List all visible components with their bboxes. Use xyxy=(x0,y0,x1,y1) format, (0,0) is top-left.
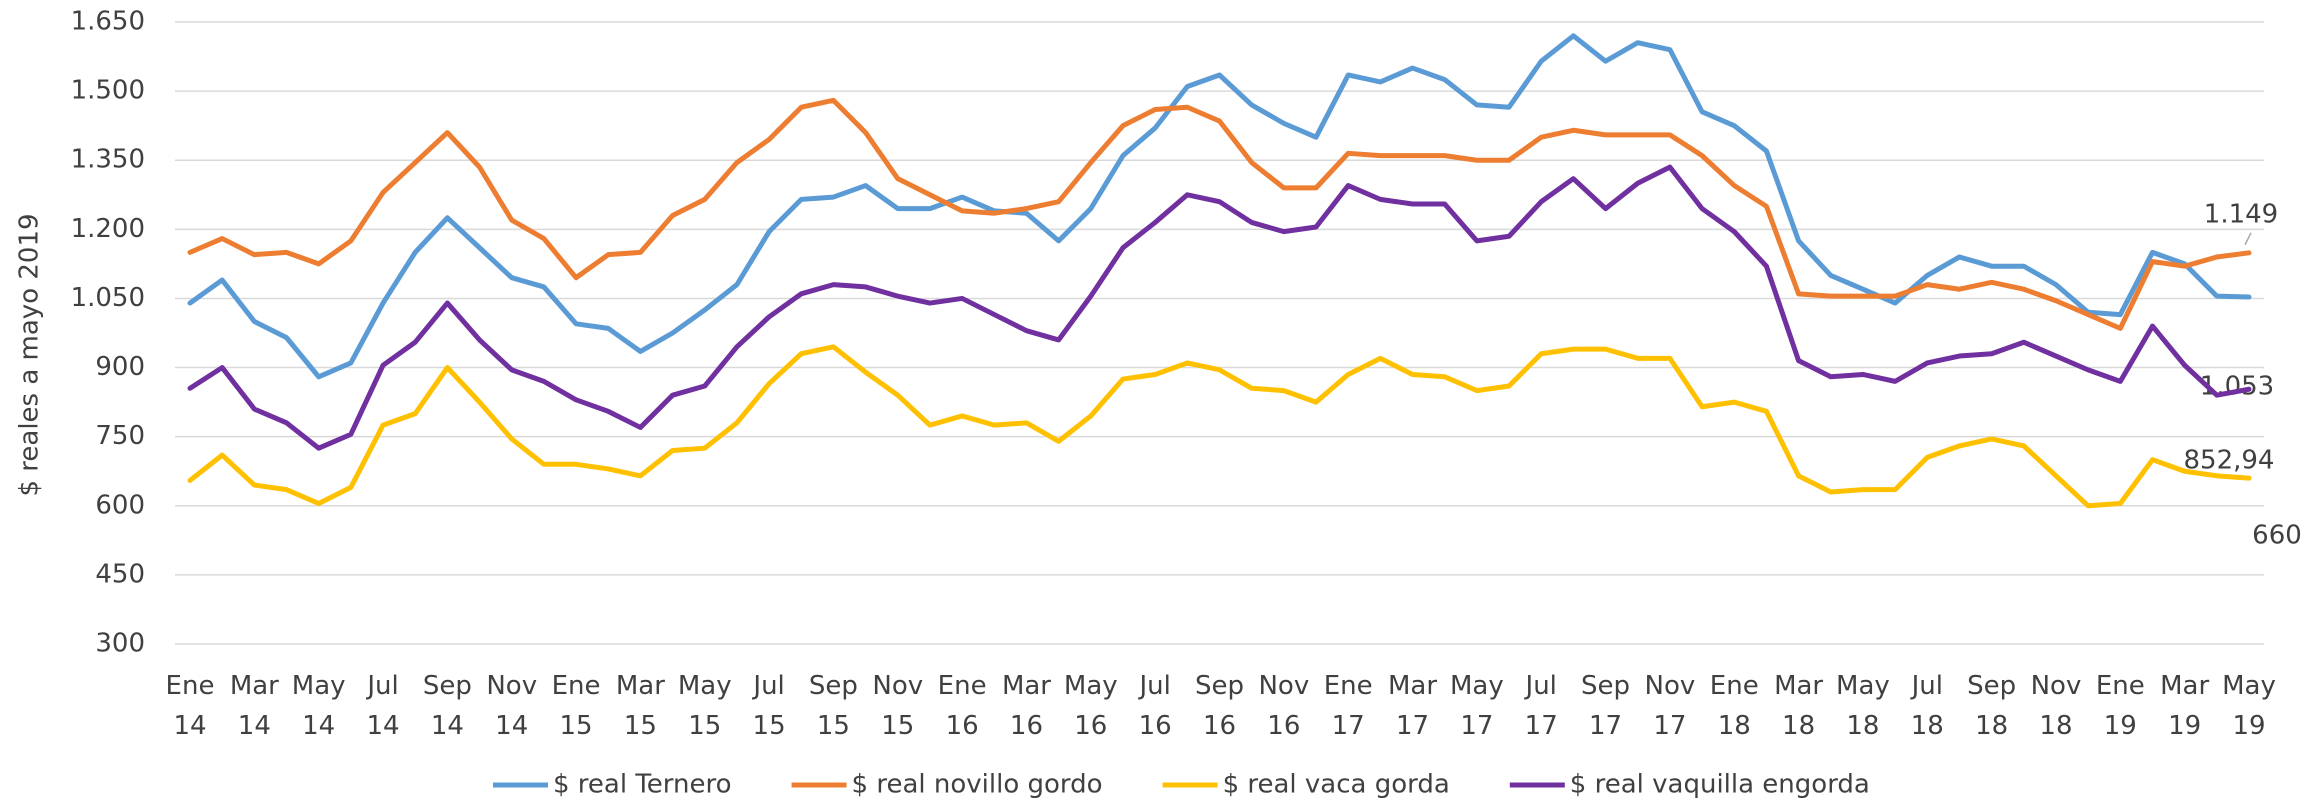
x-tick-label: Nov 16 xyxy=(1258,671,1309,741)
y-tick-label: 600 xyxy=(95,490,145,520)
x-tick-label: Sep 17 xyxy=(1581,671,1630,741)
data-label: 852,94 xyxy=(2184,446,2275,476)
x-tick-label: Ene 17 xyxy=(1324,671,1373,741)
x-tick-label: Jul 17 xyxy=(1524,671,1558,741)
x-tick-label: Nov 18 xyxy=(2031,671,2082,741)
x-tick-label: Jul 18 xyxy=(1910,671,1944,741)
x-tick-label: Mar 18 xyxy=(1774,671,1823,741)
data-label: 660 xyxy=(2252,521,2302,551)
y-tick-label: 1.650 xyxy=(71,7,145,37)
x-tick-label: Sep 16 xyxy=(1195,671,1244,741)
x-tick-label: Sep 18 xyxy=(1967,671,2016,741)
y-tick-label: 450 xyxy=(95,559,145,589)
data-label: 1.053 xyxy=(2200,372,2274,402)
y-tick-label: 750 xyxy=(95,421,145,451)
y-tick-label: 1.500 xyxy=(71,76,145,106)
data-label: 1.149 xyxy=(2204,199,2278,229)
x-tick-label: May 19 xyxy=(2222,671,2276,741)
x-tick-label: Mar 16 xyxy=(1002,671,1051,741)
x-tick-label: May 15 xyxy=(678,671,732,741)
x-tick-label: Nov 17 xyxy=(1645,671,1696,741)
x-tick-label: May 14 xyxy=(292,671,346,741)
series-line xyxy=(187,33,2252,380)
series-line xyxy=(187,97,2252,331)
x-tick-label: Ene 14 xyxy=(166,671,215,741)
x-tick-label: May 17 xyxy=(1450,671,1504,741)
x-tick-label: Ene 16 xyxy=(938,671,987,741)
legend-label: $ real Ternero xyxy=(553,770,732,800)
y-tick-label: 1.200 xyxy=(71,214,145,244)
series-line xyxy=(187,344,2252,509)
x-tick-label: Ene 19 xyxy=(2096,671,2145,741)
legend-label: $ real vaquilla engorda xyxy=(1570,770,1870,800)
x-tick-label: Ene 15 xyxy=(552,671,601,741)
x-tick-label: Ene 18 xyxy=(1710,671,1759,741)
y-tick-label: 1.350 xyxy=(71,145,145,175)
x-tick-label: May 18 xyxy=(1836,671,1890,741)
x-tick-label: Jul 15 xyxy=(751,671,785,741)
legend-label: $ real vaca gorda xyxy=(1223,770,1450,800)
x-tick-label: Nov 15 xyxy=(872,671,923,741)
x-tick-label: Nov 14 xyxy=(486,671,537,741)
x-tick-label: Jul 14 xyxy=(365,671,399,741)
leader-line xyxy=(2244,232,2252,246)
y-tick-label: 900 xyxy=(95,352,145,382)
x-tick-label: Sep 14 xyxy=(423,671,472,741)
y-tick-label: 300 xyxy=(95,629,145,659)
x-tick-label: Sep 15 xyxy=(809,671,858,741)
y-tick-label: 1.050 xyxy=(71,283,145,313)
x-tick-label: Mar 17 xyxy=(1388,671,1437,741)
x-tick-label: Mar 19 xyxy=(2160,671,2209,741)
x-tick-label: May 16 xyxy=(1064,671,1118,741)
x-tick-label: Jul 16 xyxy=(1137,671,1171,741)
y-axis-label: $ reales a mayo 2019 xyxy=(15,213,45,496)
legend-label: $ real novillo gordo xyxy=(852,770,1103,800)
x-tick-label: Mar 14 xyxy=(230,671,279,741)
x-tick-label: Mar 15 xyxy=(616,671,665,741)
series-line xyxy=(187,164,2252,451)
